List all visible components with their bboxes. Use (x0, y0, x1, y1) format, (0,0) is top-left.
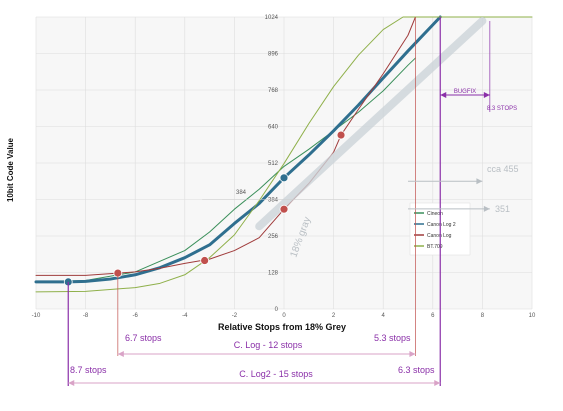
x-tick-label: 4 (382, 313, 386, 319)
x-tick-label: -6 (133, 313, 139, 319)
clog2-right-label: 6.3 stops (398, 365, 435, 375)
y-axis-title: 10bit Code Value (6, 137, 15, 202)
y-tick-label: 256 (268, 234, 279, 240)
data-point-marker (336, 130, 346, 140)
x-tick-label: -8 (83, 313, 89, 319)
y-tick-label: 0 (275, 307, 279, 313)
bugfix-left-arrow (440, 92, 447, 98)
x-tick-label: 6 (431, 313, 435, 319)
legend-label: BT.709 (427, 244, 443, 250)
x-tick-label: 10 (529, 313, 536, 319)
trend-line (255, 16, 487, 231)
legend-label: Cineon (427, 211, 443, 217)
cc-455-label: cca 455 (487, 164, 519, 174)
series-line-cineon (35, 57, 416, 283)
x-tick-label: 0 (282, 313, 286, 319)
bugfix-stops-label: 8.3 STOPS (487, 106, 517, 112)
x-tick-label: -2 (232, 313, 238, 319)
clog-mid-label: C. Log - 12 stops (234, 340, 303, 350)
series-layer (34, 15, 533, 293)
cc-455-arrow (476, 178, 483, 185)
clog2-left-label: 8.7 stops (70, 365, 107, 375)
clog2-right-arrow (434, 380, 441, 386)
y-tick-label: 384 (268, 198, 279, 204)
y-tick-label: 1024 (265, 15, 279, 21)
cc-351-arrow (483, 205, 490, 212)
legend-label: Canon Log (427, 233, 452, 239)
bugfix-label: BUGFIX (454, 89, 476, 95)
x-tick-label: -4 (182, 313, 188, 319)
clog-left-arrow (117, 351, 124, 357)
data-point-marker (200, 256, 210, 265)
marker-layer (63, 130, 346, 287)
data-point-marker (279, 173, 289, 183)
clog-right-arrow (409, 351, 416, 357)
y-tick-label: 768 (268, 88, 279, 94)
series-line-canon-log (35, 16, 416, 276)
y-tick-label: 896 (268, 52, 279, 58)
series-line-canon-log-2 (34, 15, 442, 284)
data-point-marker (279, 204, 289, 214)
clog2-left-arrow (68, 380, 75, 386)
cc-351-label: 351 (495, 204, 510, 214)
clog-left-label: 6.7 stops (125, 333, 162, 343)
level-384-label: 384 (236, 190, 247, 196)
y-tick-label: 128 (268, 271, 279, 277)
legend-label: Canon Log 2 (427, 222, 456, 228)
clog-right-label: 5.3 stops (374, 333, 411, 343)
y-tick-label: 512 (268, 161, 279, 167)
x-tick-label: 2 (332, 313, 336, 319)
clog2-mid-label: C. Log2 - 15 stops (239, 369, 313, 379)
y-tick-label: 640 (268, 125, 279, 131)
series-line-bt-709 (35, 16, 533, 293)
x-tick-label: 8 (481, 313, 485, 319)
bugfix-right-arrow (483, 92, 490, 98)
x-tick-label: -10 (32, 313, 41, 319)
tick-layer: -10 -8 -6 -4 -2 0 2 4 6 8 10 0 128 256 384 512 640 768 896… (32, 15, 536, 319)
x-axis-title: Relative Stops from 18% Grey (218, 322, 346, 332)
